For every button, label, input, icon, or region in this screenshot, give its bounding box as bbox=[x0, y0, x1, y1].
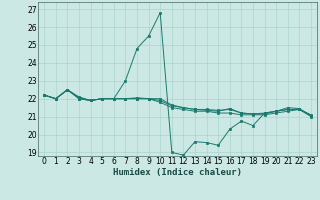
X-axis label: Humidex (Indice chaleur): Humidex (Indice chaleur) bbox=[113, 168, 242, 177]
